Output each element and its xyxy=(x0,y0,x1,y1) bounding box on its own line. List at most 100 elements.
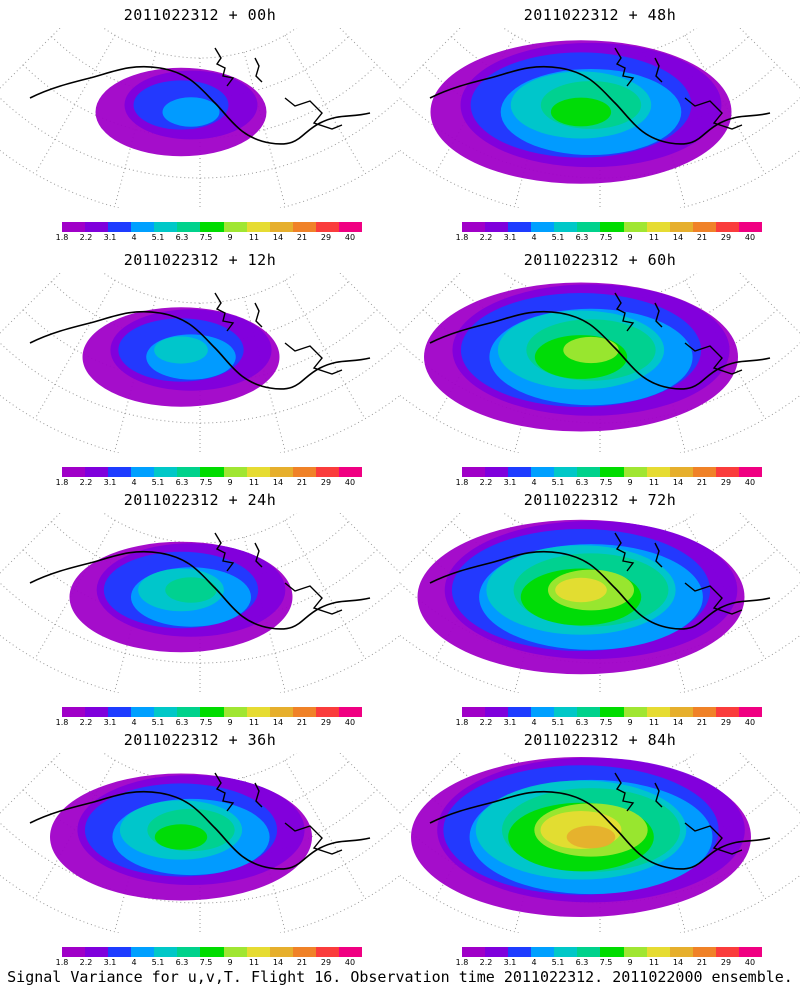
colorbar-swatch xyxy=(223,467,247,477)
colorbar-swatch xyxy=(269,467,293,477)
meridian-line xyxy=(0,273,61,334)
colorbar-swatch xyxy=(338,947,363,957)
panel-title: 2011022312 + 72h xyxy=(523,491,677,509)
colorbar-swatch xyxy=(462,947,486,957)
colorbar-tick-label: 2.2 xyxy=(479,478,493,487)
colorbar xyxy=(62,707,363,717)
colorbar-tick-label: 29 xyxy=(720,478,732,487)
variance-contour xyxy=(555,577,607,603)
colorbar-tick-label: 21 xyxy=(296,958,308,967)
colorbar-tick-label: 4 xyxy=(131,718,137,727)
colorbar-tick-label: 5.1 xyxy=(551,233,565,242)
colorbar-swatch xyxy=(338,707,363,717)
colorbar-tick-label: 29 xyxy=(720,958,732,967)
polar-map xyxy=(400,513,800,693)
colorbar-tick-label: 21 xyxy=(296,233,308,242)
colorbar-tick-label: 7.5 xyxy=(199,233,213,242)
colorbar-tick-label: 5.1 xyxy=(551,478,565,487)
variance-contour xyxy=(165,577,217,603)
colorbar-tick-label: 2.2 xyxy=(479,233,493,242)
colorbar-tick-label: 9 xyxy=(627,958,633,967)
forecast-panel: 2011022312 + 24h 1.8 2.2 3.1 4 5.1 6.3 7.5 9 11 14… xyxy=(0,485,400,728)
colorbar-tick-label: 9 xyxy=(627,718,633,727)
coastline xyxy=(429,65,771,145)
latitude-line xyxy=(400,874,800,933)
variance-contour xyxy=(563,336,619,364)
colorbar-ticks: 1.8 2.2 3.1 4 5.1 6.3 7.5 9 11 14 21 29 40 xyxy=(448,958,778,968)
colorbar-tick-label: 21 xyxy=(696,958,708,967)
colorbar-tick-label: 21 xyxy=(296,478,308,487)
colorbar-tick-label: 6.3 xyxy=(575,233,589,242)
colorbar-tick-label: 3.1 xyxy=(103,718,117,727)
colorbar-swatch xyxy=(108,222,132,232)
colorbar-swatch xyxy=(200,222,224,232)
polar-map xyxy=(0,753,400,933)
meridian-line xyxy=(339,273,400,334)
colorbar-tick-label: 14 xyxy=(672,478,684,487)
colorbar-swatch xyxy=(738,467,763,477)
colorbar-tick-label: 14 xyxy=(672,718,684,727)
colorbar-ticks: 1.8 2.2 3.1 4 5.1 6.3 7.5 9 11 14 21 29 40 xyxy=(448,478,778,488)
variance-contour xyxy=(550,97,612,127)
colorbar-swatch xyxy=(646,467,670,477)
colorbar-tick-label: 7.5 xyxy=(599,478,613,487)
colorbar-swatch xyxy=(508,222,532,232)
colorbar-swatch xyxy=(669,707,693,717)
colorbar-tick-label: 5.1 xyxy=(151,958,165,967)
colorbar-ticks: 1.8 2.2 3.1 4 5.1 6.3 7.5 9 11 14 21 29 40 xyxy=(48,478,378,488)
colorbar-ticks: 1.8 2.2 3.1 4 5.1 6.3 7.5 9 11 14 21 29 40 xyxy=(48,718,378,728)
latitude-line xyxy=(0,634,400,693)
latitude-line xyxy=(400,149,800,208)
coastline xyxy=(214,532,343,615)
polar-map xyxy=(0,273,400,453)
meridian-line xyxy=(284,34,366,175)
forecast-panel: 2011022312 + 00h 1.8 2.2 3.1 4 5.1 6.3 7.5 9 11 14… xyxy=(0,0,400,242)
colorbar-tick-label: 4 xyxy=(531,233,537,242)
colorbar-tick-label: 40 xyxy=(344,958,356,967)
meridian-line xyxy=(34,279,116,420)
colorbar-swatch xyxy=(577,467,601,477)
colorbar-swatch xyxy=(531,222,555,232)
colorbar-swatch xyxy=(508,707,532,717)
colorbar-swatch xyxy=(108,947,132,957)
colorbar-tick-label: 3.1 xyxy=(503,233,517,242)
panel-title: 2011022312 + 12h xyxy=(123,251,277,269)
latitude-line xyxy=(400,394,800,453)
colorbar-swatch xyxy=(338,467,363,477)
latitude-line xyxy=(0,874,400,933)
colorbar-tick-label: 40 xyxy=(744,718,756,727)
colorbar-tick-label: 1.8 xyxy=(55,478,69,487)
colorbar-ticks: 1.8 2.2 3.1 4 5.1 6.3 7.5 9 11 14 21 29 40 xyxy=(48,958,378,968)
colorbar-swatch xyxy=(131,222,155,232)
colorbar-tick-label: 9 xyxy=(227,718,233,727)
meridian-line xyxy=(339,28,400,89)
colorbar-swatch xyxy=(338,222,363,232)
colorbar-swatch xyxy=(154,947,178,957)
latitude-line xyxy=(102,273,298,304)
colorbar-tick-label: 29 xyxy=(320,958,332,967)
colorbar-swatch xyxy=(246,222,270,232)
colorbar-swatch xyxy=(177,467,201,477)
polar-map xyxy=(400,753,800,933)
colorbar-tick-label: 7.5 xyxy=(599,958,613,967)
colorbar-tick-label: 9 xyxy=(227,233,233,242)
colorbar-tick-label: 9 xyxy=(627,478,633,487)
colorbar-tick-label: 1.8 xyxy=(455,478,469,487)
colorbar-swatch xyxy=(154,467,178,477)
meridian-line xyxy=(284,759,366,900)
colorbar-swatch xyxy=(462,467,486,477)
latitude-line xyxy=(0,97,400,179)
colorbar-swatch xyxy=(623,707,647,717)
colorbar-swatch xyxy=(738,222,763,232)
colorbar-swatch xyxy=(623,222,647,232)
colorbar-tick-label: 6.3 xyxy=(575,958,589,967)
colorbar-tick-label: 40 xyxy=(744,958,756,967)
colorbar-tick-label: 5.1 xyxy=(151,718,165,727)
colorbar-tick-label: 14 xyxy=(272,478,284,487)
meridian-line xyxy=(339,753,400,814)
colorbar-swatch xyxy=(223,947,247,957)
colorbar-tick-label: 5.1 xyxy=(551,958,565,967)
colorbar-tick-label: 11 xyxy=(648,478,660,487)
colorbar-tick-label: 3.1 xyxy=(503,478,517,487)
colorbar-tick-label: 11 xyxy=(248,718,260,727)
